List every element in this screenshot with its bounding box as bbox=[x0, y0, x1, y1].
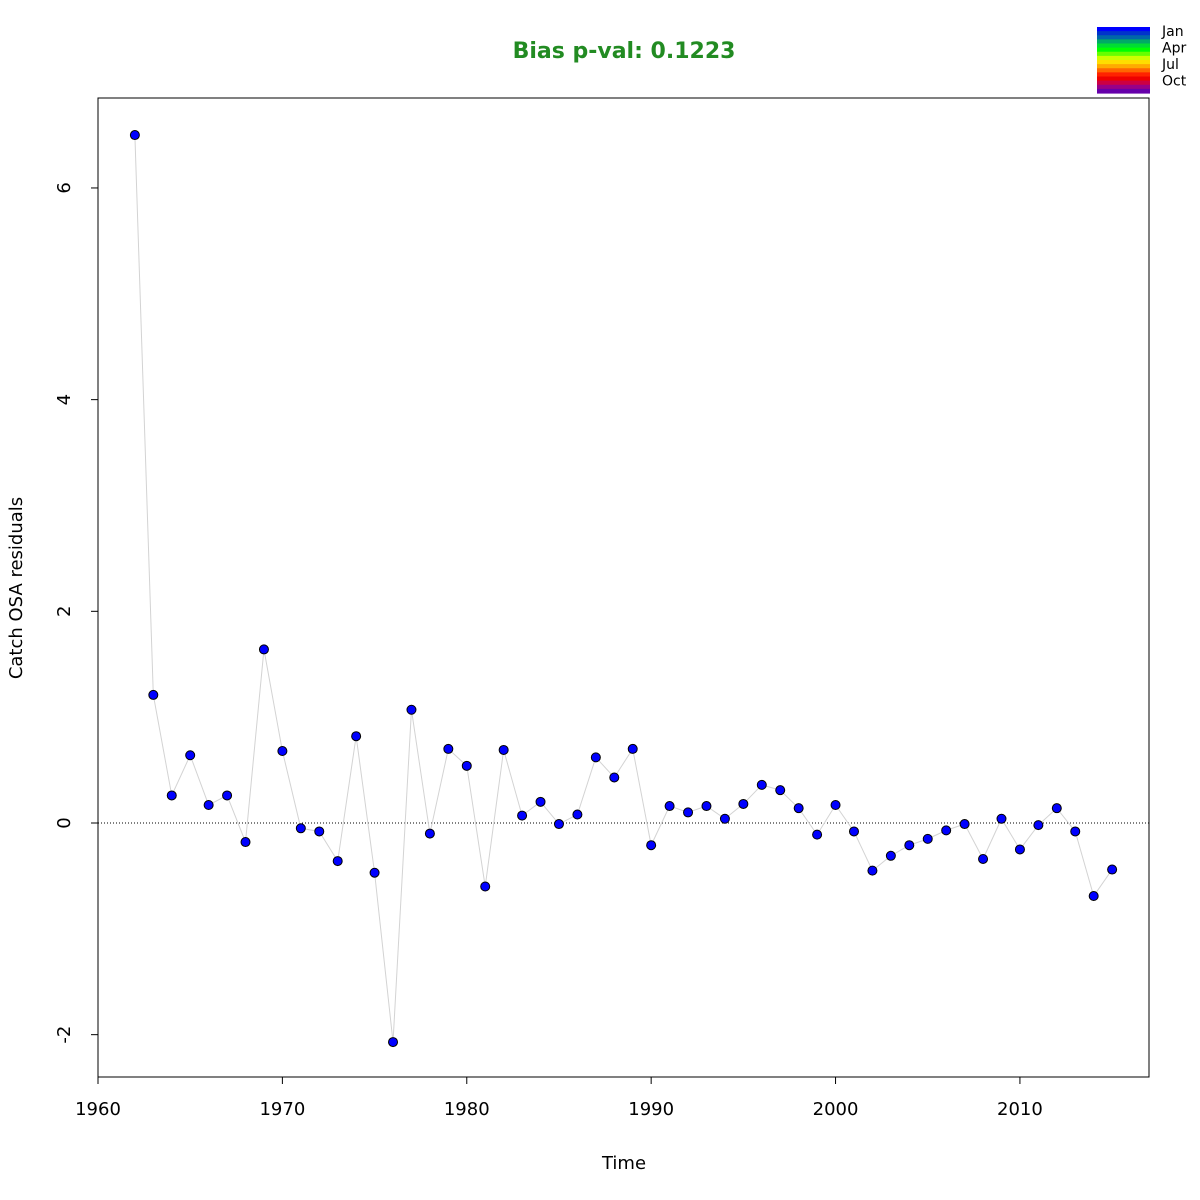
plot-frame bbox=[97, 97, 1150, 1078]
legend-swatch bbox=[1097, 43, 1150, 49]
legend-swatch bbox=[1097, 47, 1150, 53]
data-point bbox=[295, 823, 306, 834]
data-point bbox=[203, 799, 214, 810]
legend-swatch bbox=[1097, 55, 1150, 61]
data-point bbox=[775, 785, 786, 796]
y-tick-label: 6 bbox=[54, 182, 75, 193]
legend-swatch bbox=[1097, 80, 1150, 86]
data-point bbox=[443, 743, 454, 754]
data-point bbox=[517, 810, 528, 821]
legend-swatch bbox=[1097, 31, 1150, 36]
series-layer bbox=[129, 130, 1118, 1048]
y-tick-label: 4 bbox=[54, 394, 75, 405]
data-point bbox=[166, 790, 177, 801]
data-point bbox=[498, 744, 509, 755]
data-point bbox=[904, 840, 915, 851]
y-tick-label: 2 bbox=[54, 606, 75, 617]
data-point bbox=[1070, 826, 1081, 837]
x-tick-label: 1960 bbox=[75, 1099, 121, 1120]
chart-title: Bias p-val: 0.1223 bbox=[513, 39, 736, 64]
data-point bbox=[277, 746, 288, 757]
y-tick-label: 0 bbox=[54, 817, 75, 828]
x-tick-label: 1990 bbox=[628, 1099, 674, 1120]
data-point bbox=[922, 833, 933, 844]
data-point bbox=[406, 704, 417, 715]
legend-swatch bbox=[1097, 27, 1150, 32]
legend-swatch bbox=[1097, 35, 1150, 40]
x-tick-label: 2010 bbox=[997, 1099, 1043, 1120]
data-point bbox=[1051, 803, 1062, 814]
data-point bbox=[461, 760, 472, 771]
x-tick-label: 1980 bbox=[444, 1099, 490, 1120]
data-point bbox=[553, 819, 564, 830]
data-point bbox=[185, 750, 196, 761]
data-point bbox=[978, 853, 989, 864]
x-tick-label: 1970 bbox=[259, 1099, 305, 1120]
legend-label: Apr bbox=[1162, 41, 1186, 57]
data-point bbox=[1014, 844, 1025, 855]
y-tick-label: -2 bbox=[54, 1026, 75, 1044]
legend-label: Jan bbox=[1161, 24, 1184, 40]
data-point bbox=[424, 828, 435, 839]
data-point bbox=[240, 837, 251, 848]
y-axis: -2 0 2 4 6 bbox=[54, 182, 99, 1044]
data-point bbox=[332, 856, 343, 867]
data-point bbox=[480, 881, 491, 892]
data-point bbox=[885, 850, 896, 861]
data-point bbox=[1033, 820, 1044, 831]
data-point bbox=[867, 865, 878, 876]
series-line bbox=[134, 135, 1113, 1043]
data-point bbox=[738, 798, 749, 809]
data-point bbox=[793, 803, 804, 814]
data-point bbox=[222, 790, 233, 801]
data-point bbox=[572, 809, 583, 820]
legend-label: Oct bbox=[1162, 74, 1187, 90]
data-point bbox=[756, 779, 767, 790]
data-point bbox=[848, 826, 859, 837]
legend-swatch bbox=[1097, 39, 1150, 45]
legend-swatch bbox=[1097, 88, 1150, 94]
legend-swatch bbox=[1097, 76, 1150, 82]
data-point bbox=[941, 825, 952, 836]
data-point bbox=[609, 772, 620, 783]
y-axis-label: Catch OSA residuals bbox=[6, 497, 27, 679]
data-point bbox=[959, 819, 970, 830]
data-point bbox=[719, 813, 730, 824]
data-point bbox=[812, 829, 823, 840]
data-point bbox=[314, 826, 325, 837]
legend-swatch bbox=[1097, 72, 1150, 78]
legend-swatch bbox=[1097, 68, 1150, 73]
data-point bbox=[627, 743, 638, 754]
legend-label: Jul bbox=[1161, 57, 1179, 73]
data-point bbox=[996, 813, 1007, 824]
data-point bbox=[369, 867, 380, 878]
data-point bbox=[258, 644, 269, 655]
legend-swatch bbox=[1097, 84, 1150, 90]
legend-swatch bbox=[1097, 51, 1150, 57]
data-point bbox=[1088, 891, 1099, 902]
data-point bbox=[351, 731, 362, 742]
legend-swatch bbox=[1097, 60, 1150, 65]
data-point bbox=[830, 799, 841, 810]
x-tick-label: 2000 bbox=[813, 1099, 859, 1120]
data-point bbox=[701, 801, 712, 812]
data-point bbox=[129, 130, 140, 141]
x-axis-label: Time bbox=[601, 1153, 646, 1174]
legend-swatch bbox=[1097, 64, 1150, 69]
data-point bbox=[683, 807, 694, 818]
data-point bbox=[148, 689, 159, 700]
data-point bbox=[535, 796, 546, 807]
x-axis: 1960 1970 1980 1990 2000 2010 bbox=[75, 1076, 1043, 1120]
data-point bbox=[590, 752, 601, 763]
data-point bbox=[388, 1037, 399, 1048]
data-point bbox=[1107, 864, 1118, 875]
data-point bbox=[664, 801, 675, 812]
data-point bbox=[646, 840, 657, 851]
